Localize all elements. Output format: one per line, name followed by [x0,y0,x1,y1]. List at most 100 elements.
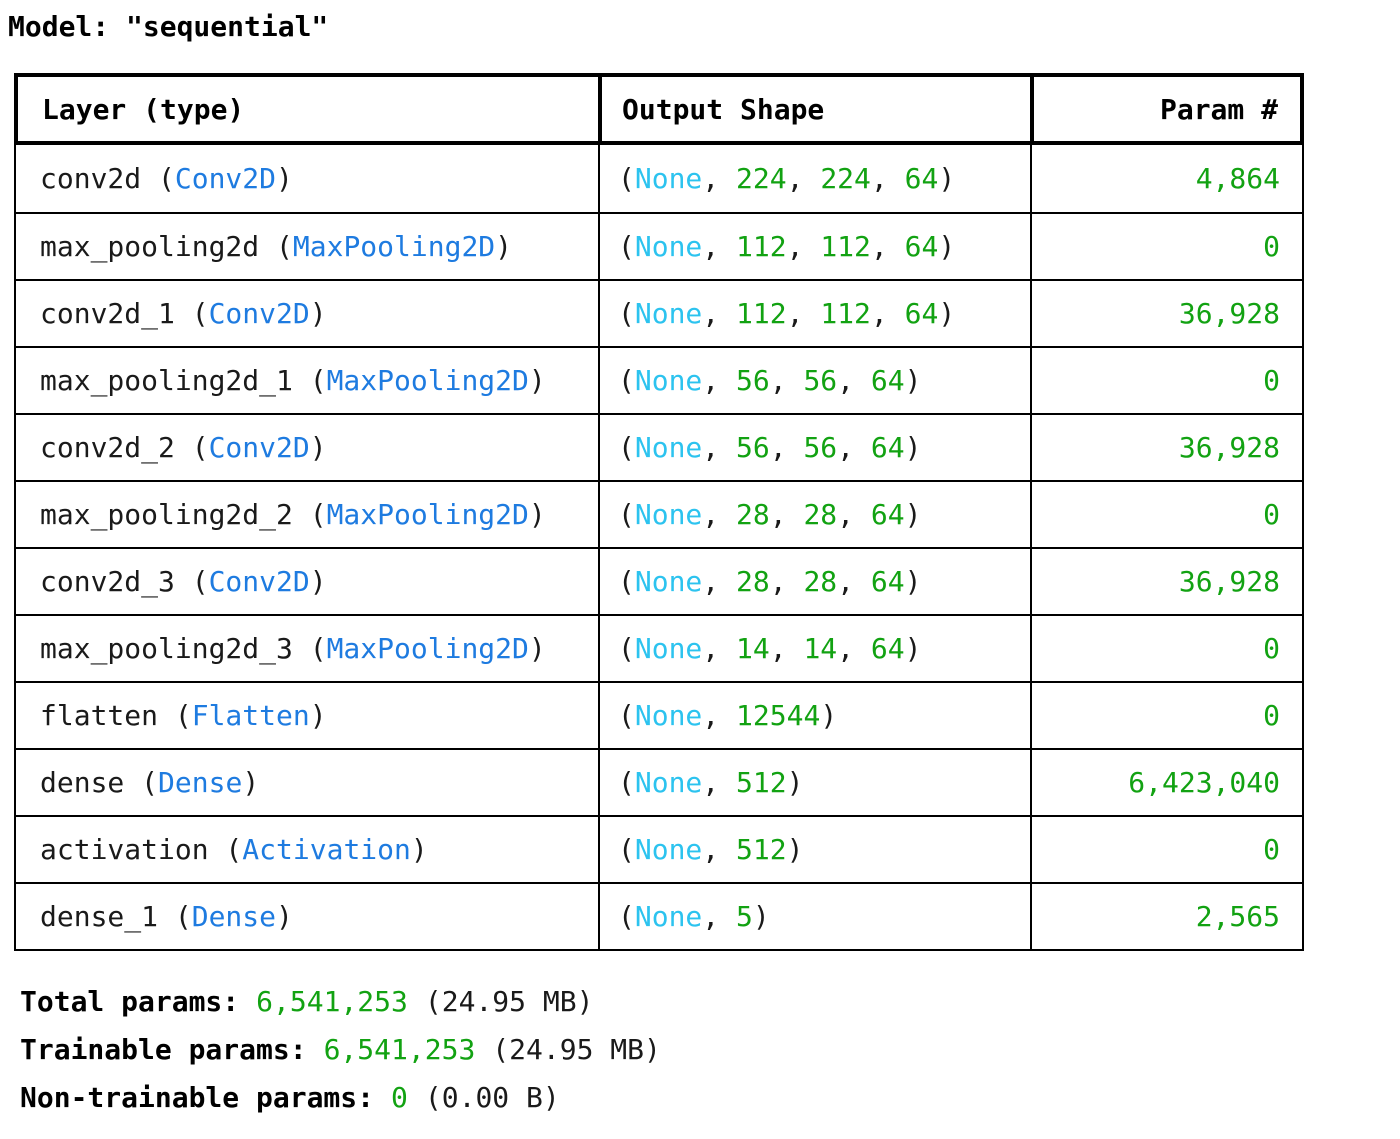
param-value: 0 [1263,833,1280,866]
cell-layer-type: dense_1 (Dense) [16,884,600,949]
shape-none-token: None [634,900,703,933]
column-header-param-count: Param # [1159,92,1278,126]
shape-dim-token: 56 [803,364,838,397]
param-value: 36,928 [1178,431,1280,464]
trainable-params-value: 6,541,253 [323,1032,476,1066]
table-body: conv2d (Conv2D)(None, 224, 224, 64) 4,864… [14,145,1304,951]
param-value: 0 [1263,230,1280,263]
table-row: conv2d (Conv2D)(None, 224, 224, 64) 4,864 [16,145,1302,212]
layer-class-text: Conv2D [174,162,277,195]
shape-dim-token: 112 [820,230,871,263]
shape-none-token: None [634,431,703,464]
cell-output-shape: (None, 112, 112, 64) [600,281,1032,346]
layer-name-text: conv2d ( [40,162,175,195]
layer-class-text: Activation [242,833,411,866]
cell-param-count: 0 [1032,348,1302,413]
shape-none-token: None [634,364,703,397]
layer-name-text: dense_1 ( [40,900,192,933]
cell-param-count: 2,565 [1032,884,1302,949]
non-trainable-params-size: (0.00 B) [424,1080,560,1114]
layer-class-text: Conv2D [208,297,310,330]
layer-class-text: MaxPooling2D [292,230,496,263]
table-row: conv2d_2 (Conv2D)(None, 56, 56, 64) 36,92… [16,413,1302,480]
layer-name-text: max_pooling2d_1 ( [40,364,327,397]
trainable-params-size: (24.95 MB) [492,1032,661,1066]
layer-class-text: Dense [158,766,243,799]
cell-layer-type: conv2d_2 (Conv2D) [16,415,600,480]
table-row: activation (Activation)(None, 512) 0 [16,815,1302,882]
layer-name-text: activation ( [40,833,243,866]
shape-dim-token: 28 [803,565,838,598]
column-header-layer-type: Layer (type) [18,77,602,141]
cell-layer-type: max_pooling2d_2 (MaxPooling2D) [16,482,600,547]
shape-dim-token: 64 [904,297,939,330]
total-params-size: (24.95 MB) [424,984,594,1018]
layer-name-text: max_pooling2d_3 ( [40,632,327,665]
param-value: 0 [1263,699,1280,732]
layer-class-text: MaxPooling2D [326,632,529,665]
shape-dim-token: 28 [736,498,770,531]
cell-layer-type: activation (Activation) [16,817,600,882]
cell-output-shape: (None, 224, 224, 64) [600,145,1032,212]
table-row: max_pooling2d_3 (MaxPooling2D)(None, 14,… [16,614,1302,681]
shape-dim-token: 224 [736,162,787,195]
layer-name-text: conv2d_3 ( [40,565,209,598]
shape-dim-token: 56 [736,431,770,464]
cell-output-shape: (None, 112, 112, 64) [600,214,1032,279]
trainable-params-label: Trainable params: [20,1032,307,1066]
table-row: conv2d_1 (Conv2D)(None, 112, 112, 64) 36,… [16,279,1302,346]
total-params-value: 6,541,253 [256,984,408,1018]
shape-dim-token: 14 [736,632,770,665]
shape-dim-token: 64 [870,498,905,531]
cell-param-count: 0 [1032,817,1302,882]
shape-dim-token: 64 [904,230,939,263]
table-row: dense (Dense)(None, 512) 6,423,040 [16,748,1302,815]
layer-class-text: Conv2D [208,565,310,598]
shape-dim-token: 112 [820,297,871,330]
shape-dim-token: 56 [803,431,838,464]
model-title: Model: "sequential" [8,10,329,43]
table-row: conv2d_3 (Conv2D)(None, 28, 28, 64) 36,92… [16,547,1302,614]
cell-layer-type: flatten (Flatten) [16,683,600,748]
cell-param-count: 36,928 [1032,415,1302,480]
shape-dim-token: 64 [870,632,905,665]
cell-param-count: 4,864 [1032,145,1302,212]
param-value: 0 [1263,364,1280,397]
cell-output-shape: (None, 14, 14, 64) [600,616,1032,681]
cell-output-shape: (None, 28, 28, 64) [600,482,1032,547]
layer-name-text: flatten ( [40,699,192,732]
layer-class-text: Conv2D [208,431,310,464]
shape-dim-token: 14 [803,632,838,665]
cell-param-count: 0 [1032,683,1302,748]
param-value: 4,864 [1195,162,1280,195]
shape-none-token: None [634,297,703,330]
layer-class-text: Dense [191,900,277,933]
cell-layer-type: conv2d_1 (Conv2D) [16,281,600,346]
table-row: max_pooling2d_1 (MaxPooling2D)(None, 56,… [16,346,1302,413]
cell-param-count: 36,928 [1032,549,1302,614]
param-value: 2,565 [1195,900,1280,933]
model-summary-table: Layer (type) Output Shape Param # conv2d… [14,73,1304,951]
shape-dim-token: 64 [904,162,939,195]
non-trainable-params-line: Non-trainable params: 0 (0.00 B) [20,1073,1400,1121]
cell-layer-type: conv2d (Conv2D) [16,145,600,212]
shape-dim-token: 12544 [736,699,821,732]
shape-none-token: None [634,162,703,195]
cell-layer-type: max_pooling2d_3 (MaxPooling2D) [16,616,600,681]
shape-dim-token: 224 [820,162,871,195]
shape-dim-token: 5 [736,900,753,933]
shape-dim-token: 64 [870,565,905,598]
shape-dim-token: 56 [736,364,770,397]
layer-name-text: max_pooling2d_2 ( [40,498,327,531]
layer-name-text: conv2d_2 ( [40,431,209,464]
shape-dim-token: 28 [736,565,770,598]
param-value: 6,423,040 [1128,766,1280,799]
shape-none-token: None [634,766,703,799]
cell-param-count: 0 [1032,214,1302,279]
shape-none-token: None [634,498,703,531]
cell-layer-type: conv2d_3 (Conv2D) [16,549,600,614]
cell-output-shape: (None, 512) [600,817,1032,882]
cell-layer-type: dense (Dense) [16,750,600,815]
params-summary: Total params: 6,541,253 (24.95 MB) Train… [20,977,1400,1121]
cell-layer-type: max_pooling2d_1 (MaxPooling2D) [16,348,600,413]
